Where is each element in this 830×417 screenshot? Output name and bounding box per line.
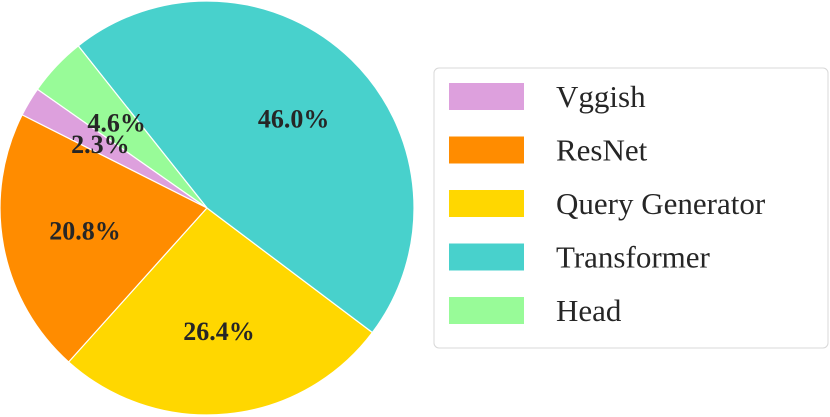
legend-swatch-transformer xyxy=(449,243,524,271)
legend: Vggish ResNet Query Generator Transformer He… xyxy=(433,67,829,349)
pie-label-query-generator: 26.4% xyxy=(183,317,255,346)
pie-label-resnet: 20.8% xyxy=(49,217,121,246)
pie-label-vggish: 2.3% xyxy=(71,130,130,159)
legend-swatch-head xyxy=(449,297,524,324)
pie-label-head: 4.6% xyxy=(87,108,146,137)
pie-slice-transformer xyxy=(77,0,415,334)
pie-slice-head xyxy=(36,45,208,209)
pie-percent-labels: 2.3% 20.8% 26.4% 46.0% 4.6% xyxy=(49,105,329,347)
legend-frame xyxy=(433,67,829,349)
pie-slice-resnet xyxy=(0,114,208,363)
legend-label-head: Head xyxy=(556,293,622,328)
legend-label-query-generator: Query Generator xyxy=(556,186,766,221)
legend-label-resnet: ResNet xyxy=(556,133,648,168)
legend-label-transformer: Transformer xyxy=(556,240,711,275)
legend-label-vggish: Vggish xyxy=(556,79,646,114)
legend-swatch-query-generator xyxy=(449,190,524,217)
legend-swatch-resnet xyxy=(449,136,524,164)
pie-slice-query-generator xyxy=(67,207,374,416)
pie-label-transformer: 46.0% xyxy=(258,105,330,134)
legend-swatch-vggish xyxy=(449,83,524,110)
pie-slices xyxy=(0,0,415,416)
